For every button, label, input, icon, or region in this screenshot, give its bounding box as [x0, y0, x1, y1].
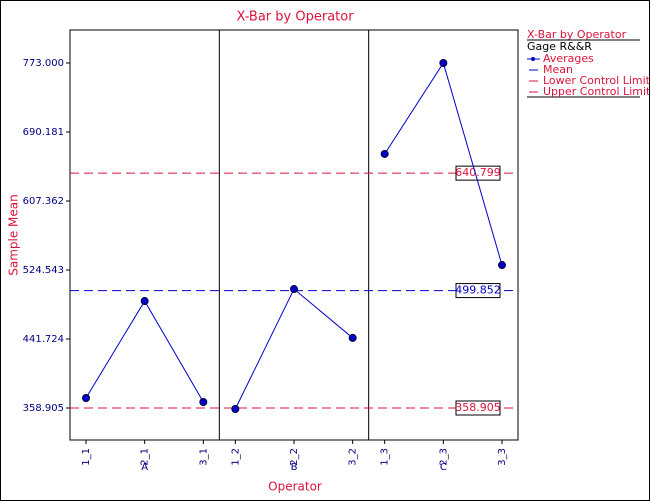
x-tick-label: 3_1: [198, 448, 209, 466]
reference-label: 358.905: [455, 401, 501, 414]
y-tick-label: 607.362: [23, 196, 64, 207]
legend-label: Upper Control Limit: [543, 85, 650, 98]
x-tick-label: 2_3: [438, 448, 449, 466]
reference-label-box: [455, 165, 501, 181]
data-point: [82, 394, 90, 403]
data-point: [231, 405, 240, 414]
y-axis-label: Sample Mean: [7, 194, 21, 276]
data-point: [498, 261, 506, 270]
reference-label: 640.799: [455, 166, 501, 179]
reference-label-box: [455, 400, 501, 416]
data-point: [439, 58, 448, 67]
data-point: [348, 333, 357, 342]
legend-label: Mean: [543, 63, 573, 76]
legend-label: Lower Control Limit: [543, 74, 650, 87]
data-point: [380, 149, 389, 158]
group-label: A: [141, 462, 148, 473]
reference-label: 499.852: [455, 284, 501, 297]
x-tick-label: 3_3: [497, 448, 508, 466]
legend-title: X-Bar by Operator: [527, 28, 627, 41]
y-tick-label: 524.543: [23, 265, 64, 276]
y-tick-label: 358.905: [23, 403, 64, 414]
x-tick-label: 1_1: [81, 448, 92, 466]
data-point: [199, 398, 208, 407]
x-tick-label: 2_2: [289, 448, 300, 466]
chart-title: X-Bar by Operator: [236, 10, 354, 25]
legend-subtitle: Gage R&&R: [527, 40, 592, 53]
x-tick-label: 2_1: [140, 448, 151, 466]
legend-swatch: [531, 57, 535, 61]
x-axis-label: Operator: [268, 480, 322, 494]
y-tick-label: 690.181: [23, 127, 64, 138]
x-tick-label: 1_2: [230, 448, 241, 466]
y-tick-label: 441.724: [23, 334, 64, 345]
data-point: [290, 285, 298, 294]
x-tick-label: 1_3: [380, 448, 391, 466]
group-label: B: [291, 462, 298, 473]
group-label: C: [440, 462, 447, 473]
legend-label: Averages: [543, 52, 594, 65]
reference-label-box: [455, 283, 501, 299]
y-tick-label: 773.000: [23, 58, 64, 69]
x-tick-label: 3_2: [348, 448, 359, 466]
data-point: [140, 297, 149, 306]
